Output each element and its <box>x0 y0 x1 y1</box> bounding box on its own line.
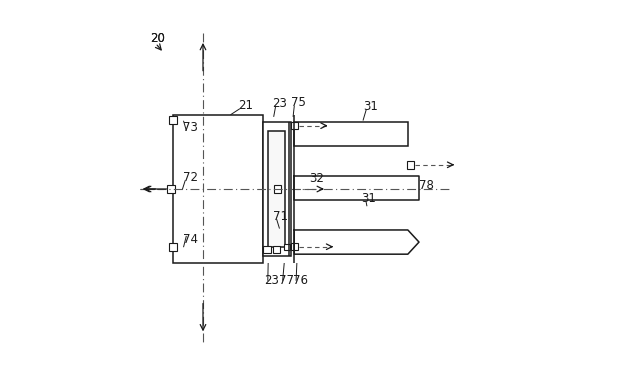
Bar <box>407 161 414 169</box>
Bar <box>290 122 298 129</box>
Text: 77: 77 <box>279 274 294 287</box>
Bar <box>169 116 177 124</box>
Text: 73: 73 <box>182 121 197 134</box>
Text: 78: 78 <box>419 179 434 192</box>
Text: 20: 20 <box>150 32 165 45</box>
Bar <box>169 243 177 251</box>
Bar <box>173 115 262 263</box>
Bar <box>284 244 290 250</box>
Text: 31: 31 <box>363 100 378 113</box>
Text: 75: 75 <box>290 96 305 109</box>
Bar <box>290 243 298 251</box>
Text: 21: 21 <box>238 99 253 112</box>
Text: 23: 23 <box>272 97 287 110</box>
Bar <box>263 246 271 253</box>
Text: 74: 74 <box>182 233 198 246</box>
Bar <box>262 122 290 256</box>
Bar <box>167 185 175 193</box>
Bar <box>274 185 281 193</box>
Text: 32: 32 <box>309 172 324 186</box>
Text: 31: 31 <box>361 192 376 205</box>
Bar <box>294 122 408 146</box>
Text: 23: 23 <box>264 274 279 287</box>
Bar <box>268 131 285 247</box>
Text: 20: 20 <box>150 33 165 45</box>
Text: 76: 76 <box>293 274 308 287</box>
Text: 71: 71 <box>273 211 288 223</box>
Text: 72: 72 <box>182 171 198 184</box>
Bar <box>273 246 281 253</box>
